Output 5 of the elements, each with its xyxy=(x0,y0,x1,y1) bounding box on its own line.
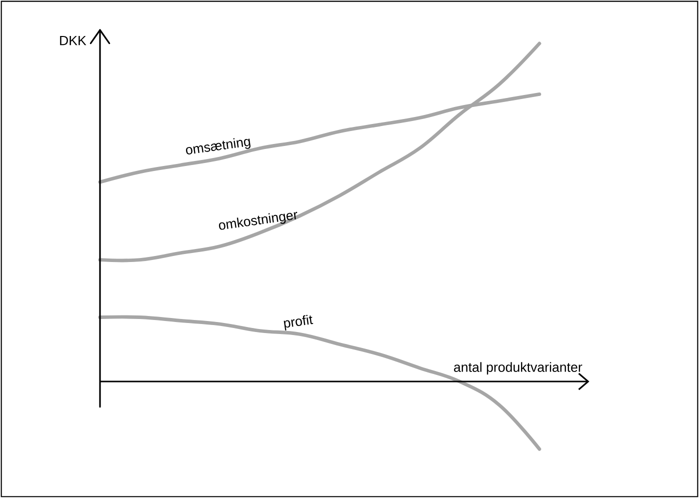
text: profit xyxy=(284,314,314,331)
y-axis-title: DKK xyxy=(60,36,86,46)
text: omkostninger xyxy=(218,212,298,230)
x-axis-title: antal produktvarianter xyxy=(454,362,582,375)
text: omsætning xyxy=(186,138,250,154)
